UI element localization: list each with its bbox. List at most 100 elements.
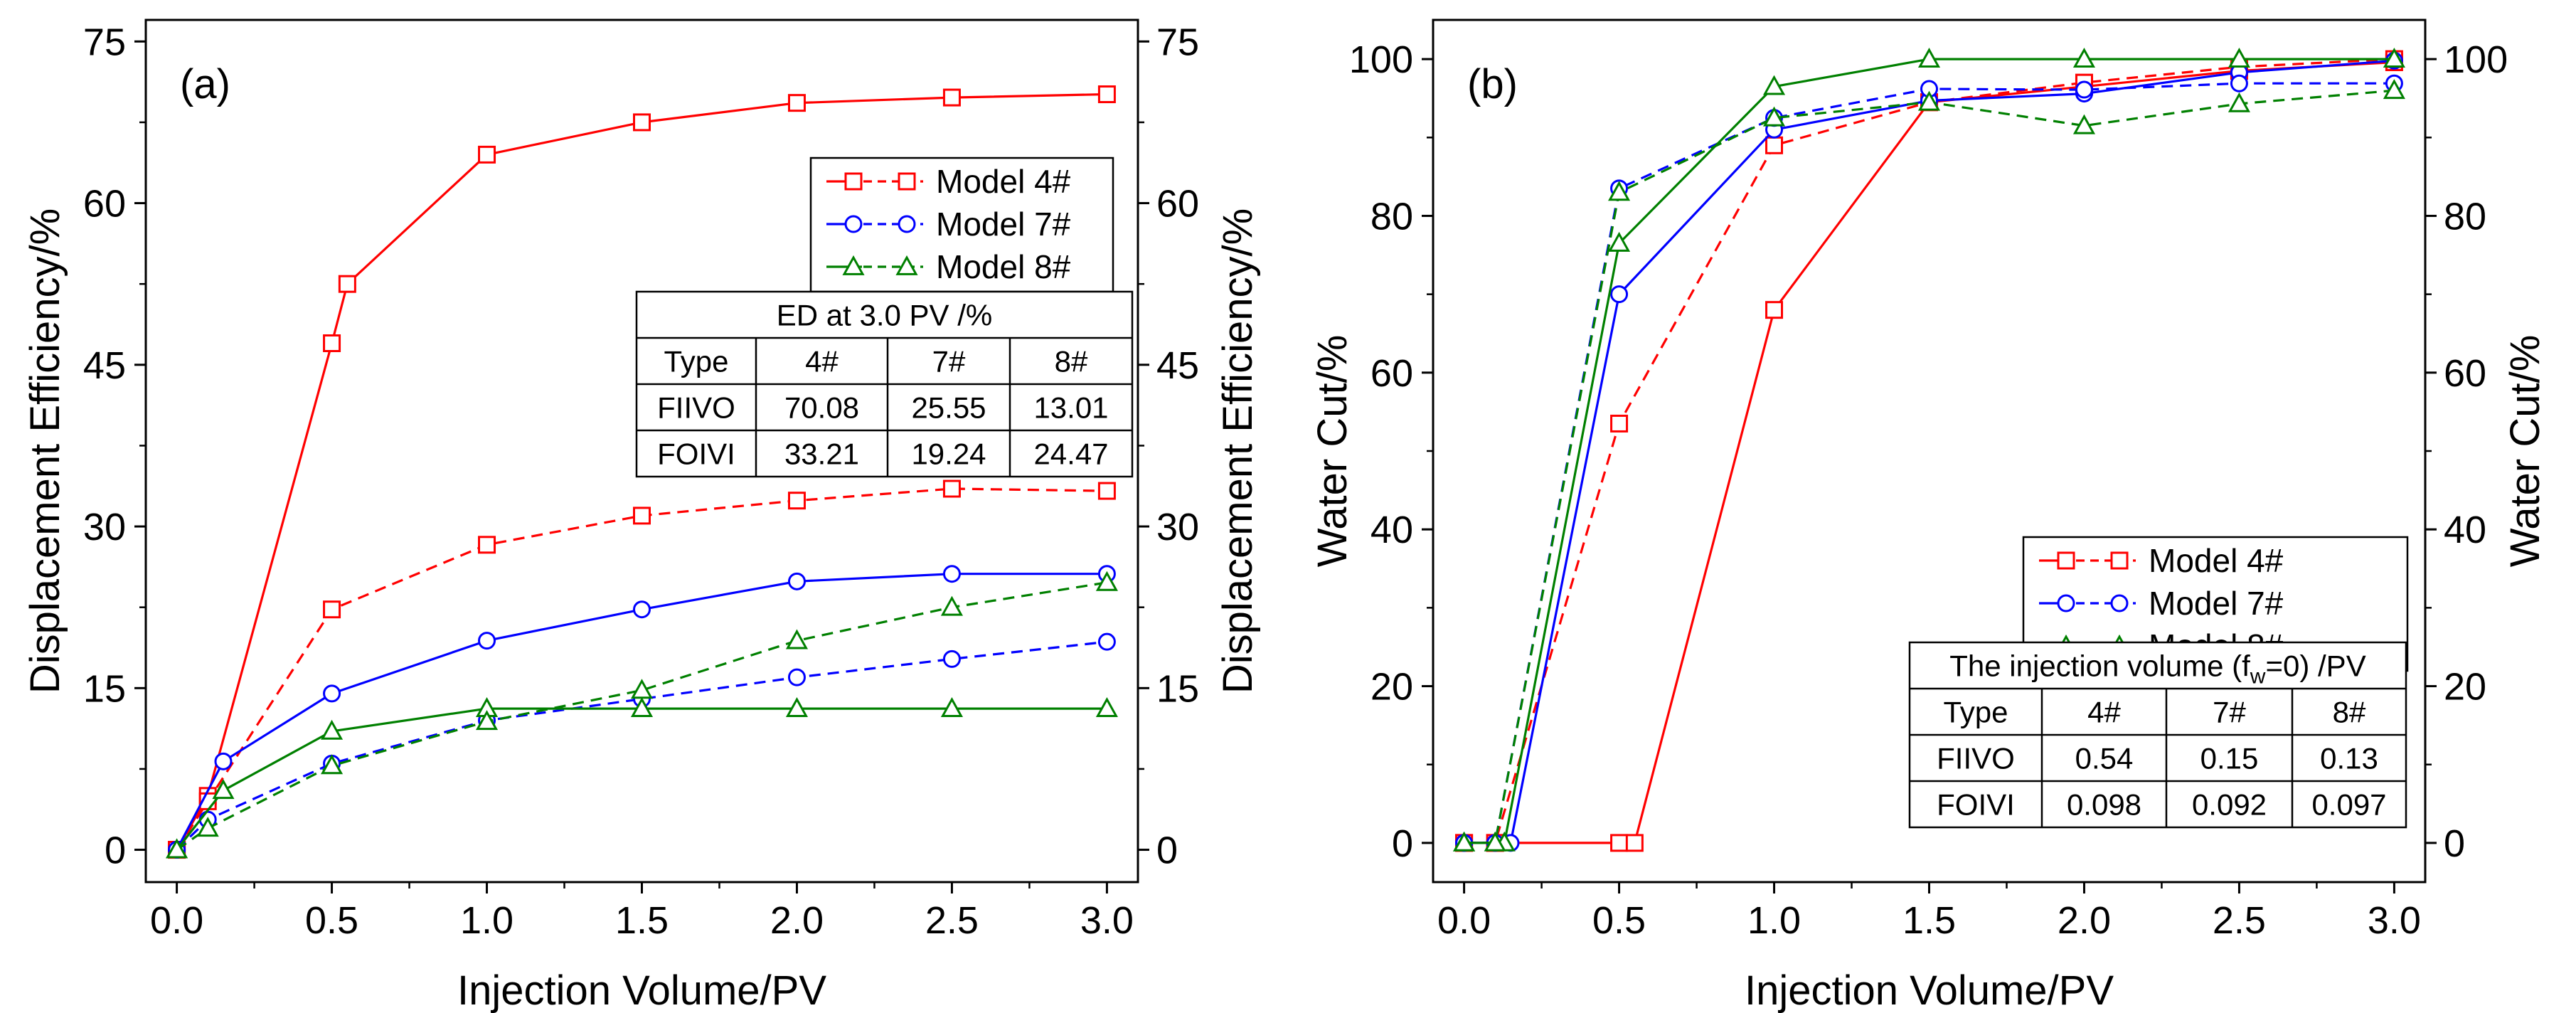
x-tick-label: 1.0 [1747,899,1801,942]
data-point-model-8-dashed [2072,114,2096,134]
data-point-model-4-solid [1097,85,1116,104]
y-tick-label-left: 75 [83,21,126,63]
table-cell: 13.01 [1033,391,1108,425]
table-header-cell: 7# [2213,696,2246,729]
data-point-model-7-solid [633,600,651,619]
data-point-model-8-dashed [940,595,963,616]
data-point-model-8-solid [785,696,809,717]
table-cell: FIIVO [1937,742,2015,775]
data-point-model-4-solid [1625,834,1644,852]
x-tick-label: 1.0 [460,899,513,942]
legend-marker [842,255,865,275]
legend-marker [844,215,863,233]
table-cell: 0.098 [2067,788,2141,822]
data-point-model-4-dashed [1765,136,1784,154]
legend-marker [2057,551,2075,570]
table-title: The injection volume (fw=0) /PV [1949,649,2365,689]
x-tick-label: 2.0 [2058,899,2111,942]
data-point-model-8-solid [212,779,235,800]
data-point-model-4-dashed [633,506,651,525]
y-tick-label-left: 0 [105,829,126,872]
legend-marker [2057,594,2075,612]
table-title-tail: =0) /PV [2265,649,2365,683]
data-point-model-8-solid [1917,48,1941,68]
table-cell: 25.55 [911,391,986,425]
x-tick-label: 2.5 [925,899,979,942]
series-line-model-8-solid [1464,58,2395,844]
y-tick-label-left: 40 [1371,509,1413,551]
table-cell: 0.54 [2075,742,2134,775]
data-point-model-4-solid [942,88,961,107]
data-point-model-4-solid [323,334,341,352]
table-cell: 0.097 [2311,788,2386,822]
legend-marker [2110,551,2129,570]
data-point-model-4-dashed [1610,414,1629,433]
data-point-model-7-solid [323,684,341,703]
y-tick-label-left: 0 [1392,822,1413,865]
y-tick-label-left: 80 [1371,195,1413,238]
y-axis-label-left: Displacement Efficiency/% [22,208,68,694]
table-header-cell: Type [1943,696,2008,729]
data-point-model-7-solid [787,572,806,590]
legend-marker [898,172,916,191]
data-point-model-7-dashed [942,649,961,668]
data-point-model-7-dashed [1097,632,1116,651]
x-axis-label: Injection Volume/PV [457,967,826,1013]
panel-b-chart: 0.0 0.5 1.0 1.5 2.0 2.5 3.0 0 0 20 20 40 40 60 60 80 80 1… [1309,18,2548,1013]
legend-entry-label: Model 4# [2149,542,2284,579]
y-tick-label-right: 15 [1156,667,1199,710]
series-line-model-8-solid [176,707,1107,851]
y-tick-label-left: 20 [1371,666,1413,709]
panel-a-chart: 0.0 0.5 1.0 1.5 2.0 2.5 3.0 0 0 15 15 30 30 45 45 60 60 7… [22,18,1261,1013]
series-line-model-8-dashed [176,581,1107,851]
y-axis-label-right: Displacement Efficiency/% [1215,208,1261,694]
y-tick-label-right: 40 [2444,509,2486,551]
data-point-model-8-dashed [2383,79,2405,100]
x-tick-label: 0.5 [305,899,358,942]
data-point-model-4-dashed [942,479,961,498]
table-header-cell: 8# [2333,696,2366,729]
x-tick-label: 3.0 [1080,899,1134,942]
data-point-model-4-solid [633,113,651,132]
series-line-model-4-dashed [176,487,1107,851]
legend-marker [2110,594,2129,612]
y-tick-label-right: 0 [1156,829,1178,872]
legend-entry-label: Model 7# [936,206,1071,243]
y-tick-label-left: 45 [83,344,126,387]
data-point-model-8-dashed [196,817,219,837]
table-cell: 19.24 [911,437,986,471]
data-point-model-7-dashed [2075,80,2093,99]
table-cell: 0.092 [2192,788,2267,822]
legend: Model 4# Model 7# Model 8# [809,157,1114,293]
x-tick-label: 1.5 [1902,899,1956,942]
table-header-cell: 7# [932,345,966,378]
y-tick-label-left: 15 [83,667,126,710]
data-point-model-8-solid [2383,48,2405,68]
table-title-subscript: w [2250,665,2266,689]
data-point-model-4-solid [1610,834,1629,852]
data-point-model-8-solid [1095,696,1118,717]
data-point-model-7-solid [478,632,496,650]
data-point-model-4-solid [1765,301,1784,319]
y-tick-label-right: 20 [2444,666,2486,709]
table-cell: 0.15 [2200,742,2259,775]
series-line-model-7-solid [1464,59,2395,844]
y-tick-label-left: 30 [83,506,126,548]
data-point-model-8-dashed [785,629,809,649]
data-point-model-7-dashed [787,668,806,686]
y-tick-label-right: 0 [2444,822,2465,865]
data-point-model-8-dashed [1917,90,1941,111]
y-tick-label-right: 75 [1156,21,1199,63]
table-header-cell: 4# [2087,696,2121,729]
legend-marker [844,172,863,191]
x-tick-label: 1.5 [615,899,669,942]
series-line-model-7-dashed [1464,82,2395,844]
y-tick-label-right: 60 [2444,352,2486,395]
panel-label: (b) [1467,61,1518,107]
y-tick-label-right: 30 [1156,506,1199,548]
data-point-model-7-dashed [2230,74,2248,92]
legend-entry-label: Model 7# [2149,585,2284,622]
data-point-model-8-solid [630,696,654,717]
y-tick-label-left: 60 [83,183,126,226]
